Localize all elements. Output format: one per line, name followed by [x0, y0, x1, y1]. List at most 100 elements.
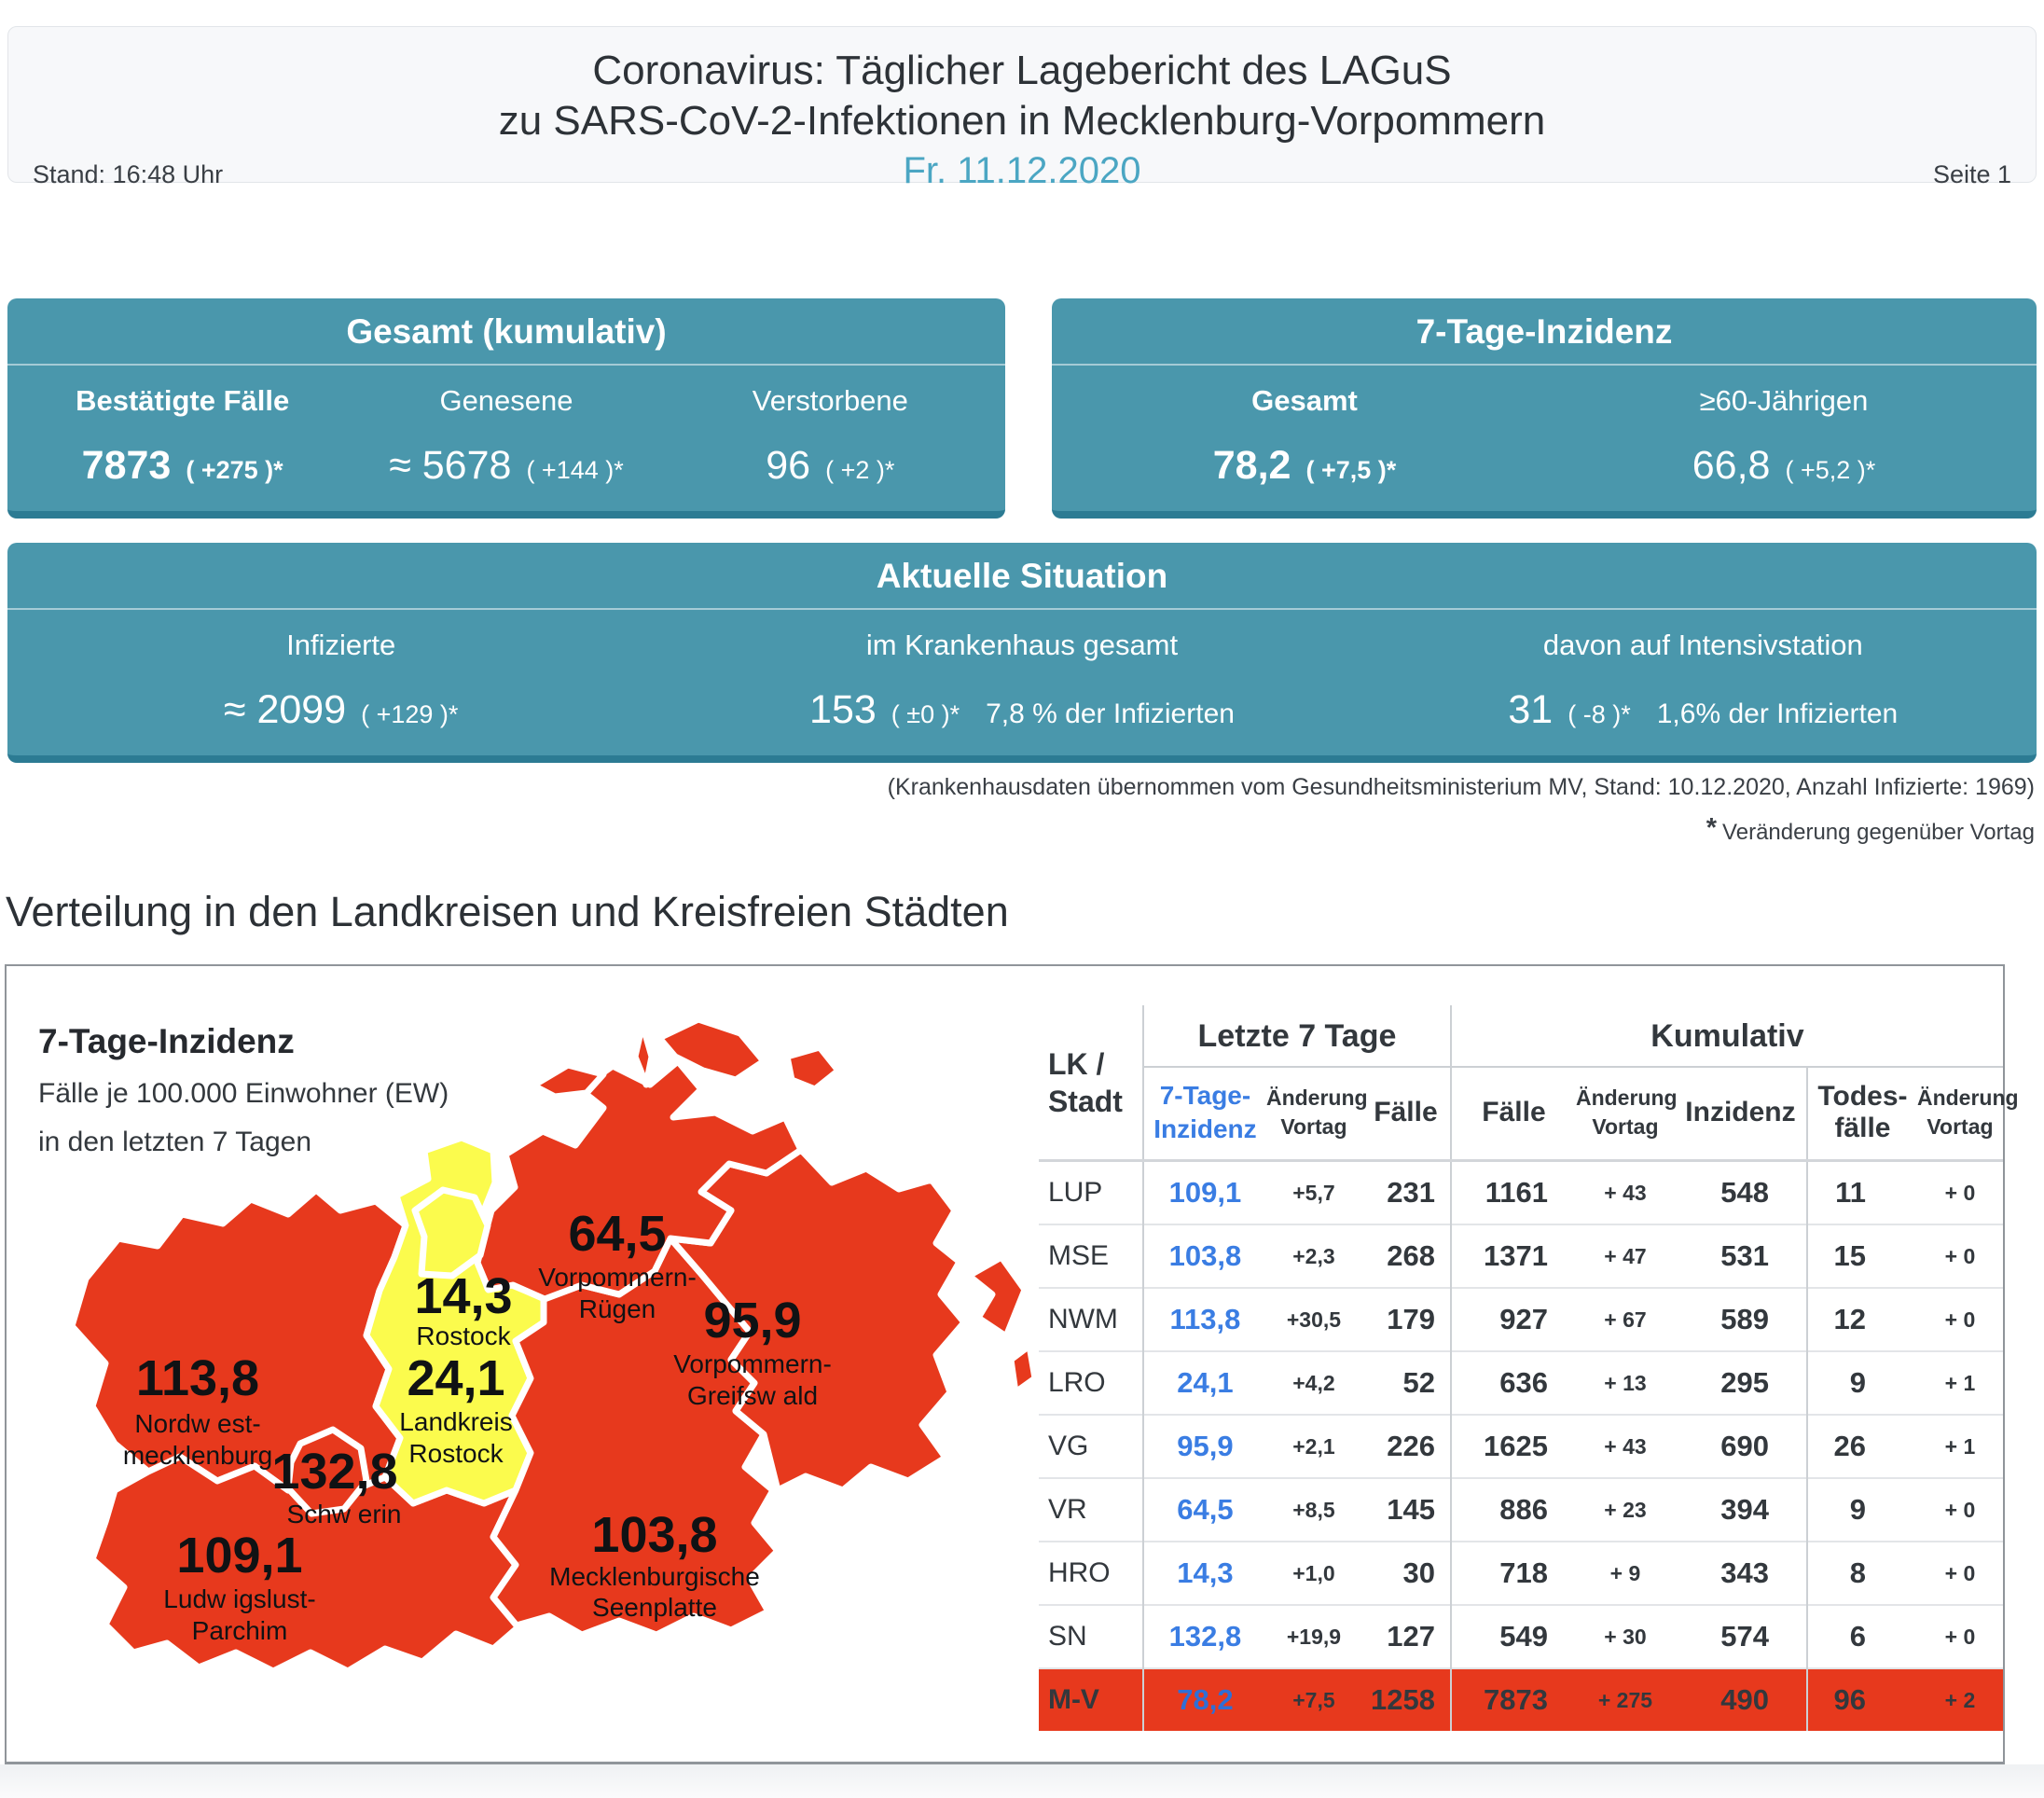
map-label-hro-value: 14,3	[414, 1268, 512, 1324]
cell-kum-inzidenz: 548	[1674, 1159, 1807, 1224]
cell-kum-inzidenz: 531	[1674, 1224, 1807, 1288]
cell-kum-delta: + 47	[1575, 1224, 1675, 1288]
cell-code: LRO	[1038, 1350, 1143, 1415]
map-label-mse-value: 103,8	[591, 1507, 717, 1563]
cell-todesfaelle: 9	[1805, 1477, 1917, 1542]
map-region-vr-darss	[530, 1061, 607, 1100]
cell-todesfaelle: 9	[1805, 1350, 1917, 1415]
col-faelle-7t: Fälle	[1360, 1067, 1451, 1162]
card-aktuelle-situation: Aktuelle Situation Infizierte ≈ 2099 ( +1…	[7, 543, 2037, 763]
asterisk: *	[1706, 813, 1718, 843]
table-row-lup: LUP 109,1 +5,7 231 1161 + 43 548 11 + 0	[1038, 1159, 2003, 1224]
cell-code: HRO	[1038, 1541, 1143, 1605]
stat-infizierte: Infizierte ≈ 2099 ( +129 )*	[21, 629, 661, 733]
cell-7t-faelle: 231	[1360, 1159, 1451, 1224]
cell-7t-inzidenz: 95,9	[1141, 1414, 1266, 1478]
stat-label: davon auf Intensivstation	[1542, 629, 1863, 661]
map-label-lro-value: 24,1	[407, 1350, 504, 1406]
stat-verstorbene: Verstorbene 96 ( +2 )*	[669, 384, 992, 489]
map-label-mse-name1: Mecklenburgische	[549, 1562, 760, 1591]
cell-kum-faelle: 718	[1449, 1541, 1576, 1605]
map-label-nwm-value: 113,8	[136, 1350, 259, 1406]
col-7-tage-inzidenz: 7-Tage- Inzidenz	[1141, 1067, 1266, 1162]
cell-todes-delta: + 1	[1916, 1350, 2003, 1415]
cell-7t-delta: +30,5	[1265, 1287, 1361, 1351]
stat-value: 78,2	[1212, 443, 1291, 488]
table-subheader-row: 7-Tage- Inzidenz Änderung Vortag Fälle Fäl…	[1039, 1067, 2019, 1162]
map-region-sn	[284, 1426, 370, 1517]
map-label-nwm-name2: mecklenburg	[123, 1441, 272, 1470]
map-label-vg-value: 95,9	[703, 1293, 801, 1348]
page-bottom-fade	[0, 1764, 2044, 1798]
cell-7t-delta: +8,5	[1265, 1477, 1361, 1542]
stat-inzidenz-gesamt: Gesamt 78,2 ( +7,5 )*	[1065, 384, 1544, 489]
legend-subtitle-2: in den letzten 7 Tagen	[38, 1127, 312, 1157]
stat-extra: 1,6% der Infizierten	[1656, 698, 1899, 729]
stat-inzidenz-60plus: ≥60-Jährigen 66,8 ( +5,2 )*	[1544, 384, 2023, 489]
cell-7t-inzidenz: 132,8	[1141, 1604, 1266, 1668]
col-todesfaelle: Todes-fälle	[1805, 1067, 1917, 1162]
section-title: Verteilung in den Landkreisen und Kreisf…	[6, 888, 1009, 935]
cell-7t-faelle: 226	[1360, 1414, 1451, 1478]
cell-7t-faelle: 30	[1360, 1541, 1451, 1605]
map-label-vr-name2: Rügen	[579, 1294, 656, 1323]
stat-label: Infizierte	[286, 629, 396, 661]
cell-kum-inzidenz: 394	[1674, 1477, 1807, 1542]
table-group-header-row: LK / Stadt Letzte 7 Tage Kumulativ	[1038, 1005, 2003, 1162]
map-label-sn-name1: Schw erin	[287, 1500, 402, 1528]
map-label-vg-name1: Vorpommern-	[673, 1349, 832, 1378]
cell-kum-inzidenz: 343	[1674, 1541, 1807, 1605]
cell-7t-inzidenz: 103,8	[1141, 1224, 1266, 1288]
cell-todesfaelle: 15	[1805, 1224, 1917, 1288]
stat-value: 7873	[81, 443, 172, 488]
stat-label: Genesene	[439, 384, 573, 417]
card-body: Infizierte ≈ 2099 ( +129 )* im Krankenhau…	[7, 610, 2037, 755]
stat-label: Verstorbene	[752, 384, 908, 417]
report-date: Fr. 11.12.2020	[903, 150, 1141, 191]
col-faelle-kum: Fälle	[1449, 1067, 1576, 1162]
cell-todes-delta: + 0	[1916, 1604, 2003, 1668]
cell-kum-delta: + 43	[1575, 1414, 1675, 1478]
cell-kum-inzidenz: 690	[1674, 1414, 1807, 1478]
stat-label: im Krankenhaus gesamt	[865, 629, 1179, 661]
map-label-lro-name1: Landkreis	[399, 1407, 512, 1436]
cell-kum-delta: + 23	[1575, 1477, 1675, 1542]
stat-delta: ( ±0 )*	[891, 700, 960, 728]
col-aenderung-vortag-todes: Änderung Vortag	[1916, 1067, 2019, 1162]
cell-todesfaelle: 11	[1805, 1159, 1917, 1224]
kreis-table: LK / Stadt Letzte 7 Tage Kumulativ 7-Tage…	[1038, 1005, 2019, 1731]
cell-kum-inzidenz: 589	[1674, 1287, 1807, 1351]
table-row-nwm: NWM 113,8 +30,5 179 927 + 67 589 12 + 0	[1038, 1287, 2003, 1351]
cell-kum-delta: + 9	[1575, 1541, 1675, 1605]
cell-7t-delta: +4,2	[1265, 1350, 1361, 1415]
stand-label: Stand: 16:48 Uhr	[33, 160, 224, 188]
cell-kum-faelle: 927	[1449, 1287, 1576, 1351]
page-number: Seite 1	[1932, 160, 2011, 188]
report-header: Coronavirus: Täglicher Lagebericht des L…	[7, 26, 2037, 191]
map-label-nwm-name1: Nordw est-	[134, 1409, 260, 1438]
cell-7t-delta: +5,7	[1265, 1159, 1361, 1224]
cell-7t-delta: +2,1	[1265, 1414, 1361, 1478]
summary-cards-row: Gesamt (kumulativ) Bestätigte Fälle 7873…	[7, 298, 2037, 519]
stat-intensivstation: davon auf Intensivstation 31 ( -8 )* 1,6% …	[1383, 629, 2023, 733]
cell-todes-delta: + 2	[1916, 1667, 2003, 1731]
col-lk-stadt: LK / Stadt	[1038, 1005, 1143, 1162]
change-footnote: * Veränderung gegenüber Vortag	[9, 813, 2035, 847]
cell-kum-delta: + 275	[1575, 1667, 1675, 1731]
mv-choropleth-map: 113,8 Nordw est- mecklenburg 132,8 Schw …	[68, 1016, 1039, 1675]
map-legend: 7-Tage-Inzidenz Fälle je 100.000 Einwohn…	[38, 1022, 449, 1158]
cell-todesfaelle: 6	[1805, 1604, 1917, 1668]
map-label-hro-name1: Rostock	[416, 1321, 511, 1350]
cell-kum-delta: + 30	[1575, 1604, 1675, 1668]
stat-delta: ( +275 )*	[186, 456, 283, 484]
table-row-hro: HRO 14,3 +1,0 30 718 + 9 343 8 + 0	[1038, 1541, 2003, 1605]
card-gesamt-kumulativ: Gesamt (kumulativ) Bestätigte Fälle 7873…	[7, 298, 1005, 519]
cell-kum-faelle: 1371	[1449, 1224, 1576, 1288]
cell-7t-inzidenz: 14,3	[1141, 1541, 1266, 1605]
group-kumulativ: Kumulativ	[1449, 1005, 2003, 1068]
cell-7t-faelle: 127	[1360, 1604, 1451, 1668]
report-title-line1: Coronavirus: Täglicher Lagebericht des L…	[592, 48, 1452, 93]
cell-todes-delta: + 1	[1916, 1414, 2003, 1478]
cell-7t-delta: +7,5	[1265, 1667, 1361, 1731]
col-aenderung-vortag-7t: Änderung Vortag	[1265, 1067, 1368, 1162]
